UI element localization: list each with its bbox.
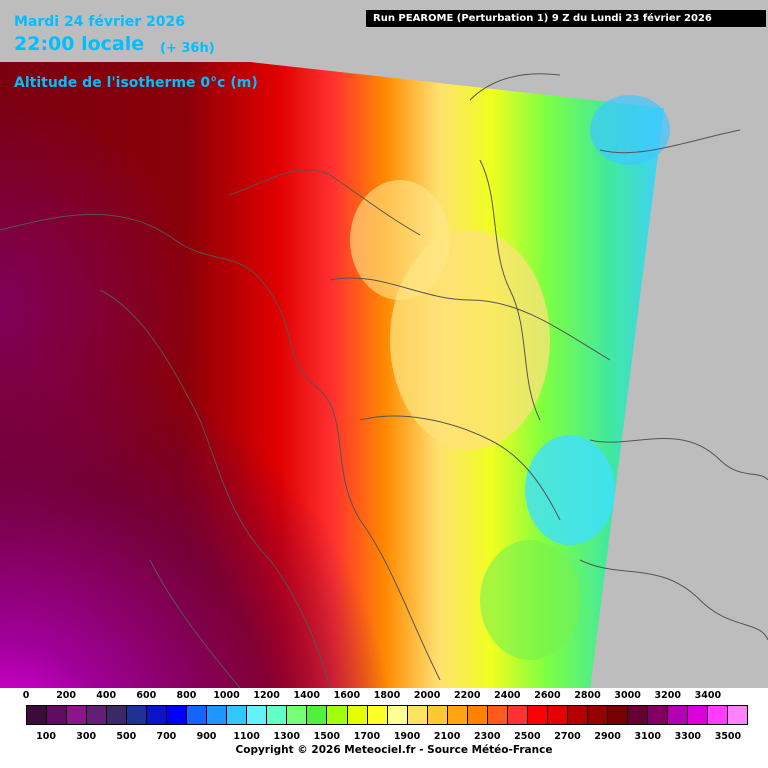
- run-banner: Run PEAROME (Perturbation 1) 9 Z du Lund…: [366, 10, 766, 27]
- legend-label: 2500: [514, 731, 541, 742]
- legend-label: 2900: [594, 731, 621, 742]
- legend-swatch: [327, 706, 348, 724]
- legend-swatch: [227, 706, 248, 724]
- legend-swatch: [407, 706, 428, 724]
- legend-swatch: [167, 706, 188, 724]
- legend-label: 1500: [313, 731, 341, 742]
- legend-swatch: [447, 706, 468, 724]
- legend-swatch: [567, 706, 588, 724]
- legend-top-labels: 0 200 400 600 800 1000 1200 1400 1600 1800 2000 220…: [0, 690, 768, 704]
- legend-swatch: [27, 706, 48, 724]
- legend-label: 1600: [333, 690, 361, 701]
- legend-label: 200: [56, 690, 77, 701]
- legend-swatch: [627, 706, 648, 724]
- legend-swatch: [688, 706, 709, 724]
- legend-swatch: [507, 706, 528, 724]
- legend-swatch: [187, 706, 208, 724]
- legend-swatch: [207, 706, 228, 724]
- legend-label: 600: [136, 690, 157, 701]
- legend-label: 1100: [233, 731, 260, 742]
- legend-label: 3200: [654, 690, 681, 701]
- legend-swatch: [307, 706, 328, 724]
- legend-swatch: [67, 706, 88, 724]
- legend-swatch: [427, 706, 448, 724]
- legend-swatch: [668, 706, 689, 724]
- legend-label: 0: [22, 690, 30, 701]
- legend-swatch: [708, 706, 729, 724]
- border-lines: [0, 73, 768, 689]
- legend-swatch: [647, 706, 668, 724]
- legend-label: 2800: [574, 690, 601, 701]
- legend-label: 1300: [273, 731, 300, 742]
- legend-label: 300: [76, 731, 97, 742]
- legend-swatch: [547, 706, 568, 724]
- legend-label: 2200: [453, 690, 481, 701]
- legend-label: 900: [196, 731, 217, 742]
- legend-label: 2100: [433, 731, 461, 742]
- legend-swatch: [47, 706, 68, 724]
- legend-swatch: [267, 706, 288, 724]
- copyright-notice: Copyright © 2026 Meteociel.fr - Source M…: [235, 744, 553, 756]
- legend-color-bar: [26, 705, 748, 725]
- legend-label: 1700: [353, 731, 381, 742]
- legend-label: 2400: [494, 690, 521, 701]
- legend-label: 3100: [634, 731, 661, 742]
- legend-label: 3500: [714, 731, 742, 742]
- legend-label: 3400: [694, 690, 722, 701]
- legend-label: 3300: [674, 731, 702, 742]
- legend-label: 100: [36, 731, 56, 742]
- legend-swatch: [607, 706, 628, 724]
- parameter-title: Altitude de l'isotherme 0°c (m): [14, 75, 258, 91]
- legend-label: 2700: [554, 731, 581, 742]
- legend-swatch: [587, 706, 608, 724]
- legend-label: 1000: [213, 690, 240, 701]
- legend-label: 1200: [253, 690, 280, 701]
- legend-swatch: [347, 706, 368, 724]
- legend-label: 1900: [393, 731, 421, 742]
- legend-panel: [0, 688, 768, 768]
- legend-swatch: [87, 706, 108, 724]
- legend-swatch: [127, 706, 148, 724]
- legend-swatch: [387, 706, 408, 724]
- legend-label: 3000: [614, 690, 641, 701]
- legend-bottom-labels: 100 300 500 700 900 1100 1300 1500 1700 1900 2100 2…: [0, 731, 768, 745]
- legend-label: 1800: [373, 690, 401, 701]
- legend-swatch: [467, 706, 488, 724]
- legend-swatch: [527, 706, 548, 724]
- legend-swatch: [367, 706, 388, 724]
- legend-label: 700: [156, 731, 177, 742]
- legend-label: 2600: [534, 690, 561, 701]
- legend-swatch: [487, 706, 508, 724]
- legend-label: 800: [176, 690, 197, 701]
- legend-label: 500: [116, 731, 137, 742]
- legend-swatch: [147, 706, 168, 724]
- legend-label: 2300: [474, 731, 501, 742]
- legend-swatch: [287, 706, 308, 724]
- legend-label: 2000: [413, 690, 441, 701]
- forecast-lead-time: (+ 36h): [160, 41, 215, 56]
- model-domain: [0, 62, 670, 768]
- legend-swatch: [247, 706, 268, 724]
- legend-swatch: [728, 706, 748, 724]
- legend-label: 1400: [293, 690, 320, 701]
- forecast-date: Mardi 24 février 2026: [14, 14, 185, 30]
- legend-label: 400: [96, 690, 117, 701]
- legend-swatch: [107, 706, 128, 724]
- forecast-time: 22:00 locale: [14, 33, 145, 55]
